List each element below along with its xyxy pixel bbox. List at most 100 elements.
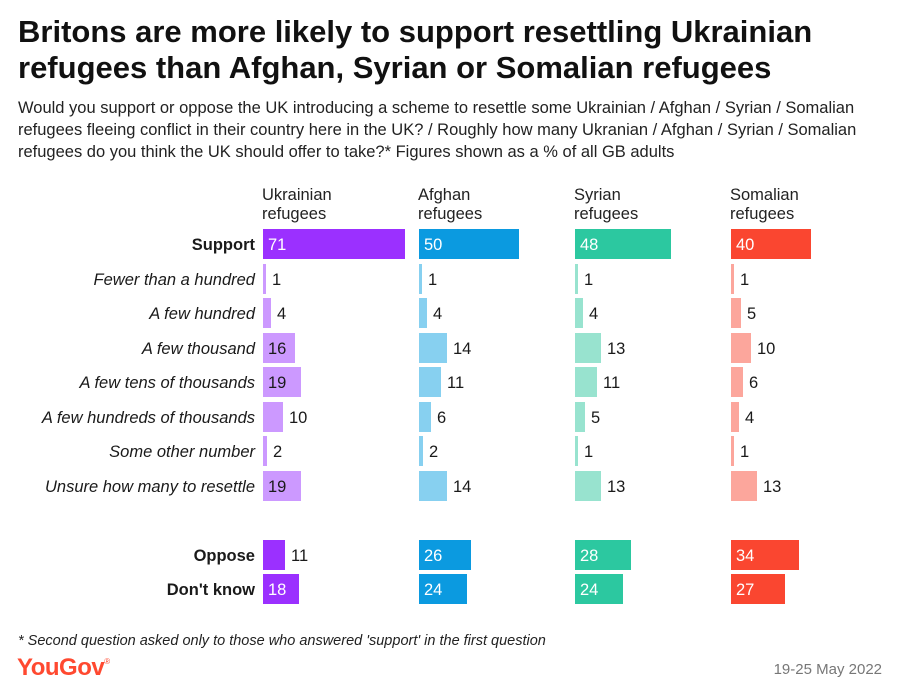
series-header-syrian-refugees-line-2: refugees	[574, 205, 638, 223]
value-label-somalian-refugees-fewer-than-a-hundred: 1	[740, 271, 749, 289]
bar-syrian-refugees-oppose	[575, 540, 631, 570]
value-label-afghan-refugees-a-few-hundred: 4	[433, 305, 442, 323]
value-label-somalian-refugees-some-other-number: 1	[740, 443, 749, 461]
bar-ukrainian-refugees-a-few-hundreds-of-thousands	[263, 402, 283, 432]
value-label-syrian-refugees-a-few-tens-of-thousands: 11	[603, 374, 620, 392]
category-label-unsure-how-many-to-resettle: Unsure how many to resettle	[45, 478, 255, 496]
survey-date: 19-25 May 2022	[773, 661, 882, 678]
series-header-somalian-refugees-line-2: refugees	[730, 205, 794, 223]
series-header-afghan-refugees-line-2: refugees	[418, 205, 482, 223]
bar-afghan-refugees-some-other-number	[419, 436, 423, 466]
value-label-somalian-refugees-a-few-hundred: 5	[747, 305, 756, 323]
value-label-ukrainian-refugees-a-few-hundred: 4	[277, 305, 286, 323]
value-label-ukrainian-refugees-a-few-tens-of-thousands: 19	[268, 374, 286, 392]
value-label-ukrainian-refugees-unsure-how-many-to-resettle: 19	[268, 478, 286, 496]
value-label-syrian-refugees-a-few-thousand: 13	[607, 340, 625, 358]
value-label-syrian-refugees-oppose: 28	[580, 547, 598, 565]
series-header-ukrainian-refugees-line-2: refugees	[262, 205, 326, 223]
bar-somalian-refugees-a-few-hundreds-of-thousands	[731, 402, 739, 432]
bar-ukrainian-refugees-fewer-than-a-hundred	[263, 264, 266, 294]
series-header-ukrainian-refugees-line-1: Ukrainian	[262, 186, 332, 204]
bar-somalian-refugees-some-other-number	[731, 436, 734, 466]
yougov-logo: YouGov®	[17, 654, 110, 682]
bar-ukrainian-refugees-a-few-hundred	[263, 298, 271, 328]
chart-area: Support Fewer than a hundred A few hundred…	[41, 186, 811, 604]
bar-syrian-refugees-fewer-than-a-hundred	[575, 264, 578, 294]
value-label-somalian-refugees-a-few-hundreds-of-thousands: 4	[745, 409, 754, 427]
bar-syrian-refugees-a-few-thousand	[575, 333, 601, 363]
chart-title: Britons are more likely to support reset…	[18, 14, 813, 85]
bar-somalian-refugees-a-few-hundred	[731, 298, 741, 328]
bar-somalian-refugees-a-few-tens-of-thousands	[731, 367, 743, 397]
value-label-ukrainian-refugees-don-t-know: 18	[268, 581, 286, 599]
value-label-ukrainian-refugees-oppose: 11	[291, 547, 308, 565]
value-label-ukrainian-refugees-a-few-hundreds-of-thousands: 10	[289, 409, 307, 427]
category-label-don-t-know: Don't know	[167, 581, 255, 599]
bar-ukrainian-refugees-support	[263, 229, 405, 259]
bar-afghan-refugees-a-few-hundreds-of-thousands	[419, 402, 431, 432]
bar-syrian-refugees-unsure-how-many-to-resettle	[575, 471, 601, 501]
value-label-somalian-refugees-unsure-how-many-to-resettle: 13	[763, 478, 781, 496]
value-label-syrian-refugees-fewer-than-a-hundred: 1	[584, 271, 593, 289]
category-label-a-few-hundreds-of-thousands: A few hundreds of thousands	[41, 409, 255, 427]
value-label-somalian-refugees-oppose: 34	[736, 547, 754, 565]
bar-somalian-refugees-unsure-how-many-to-resettle	[731, 471, 757, 501]
chart-subtitle: Would you support or oppose the UK intro…	[18, 99, 857, 161]
value-label-afghan-refugees-fewer-than-a-hundred: 1	[428, 271, 437, 289]
bar-somalian-refugees-don-t-know	[731, 574, 785, 604]
value-label-ukrainian-refugees-fewer-than-a-hundred: 1	[272, 271, 281, 289]
bar-syrian-refugees-some-other-number	[575, 436, 578, 466]
bar-ukrainian-refugees-a-few-tens-of-thousands	[263, 367, 301, 397]
bar-syrian-refugees-a-few-tens-of-thousands	[575, 367, 597, 397]
value-label-afghan-refugees-don-t-know: 24	[424, 581, 442, 599]
value-label-afghan-refugees-oppose: 26	[424, 547, 442, 565]
bar-syrian-refugees-a-few-hundreds-of-thousands	[575, 402, 585, 432]
value-label-afghan-refugees-a-few-tens-of-thousands: 11	[447, 374, 464, 392]
bar-afghan-refugees-support	[419, 229, 519, 259]
bar-afghan-refugees-unsure-how-many-to-resettle	[419, 471, 447, 501]
bar-ukrainian-refugees-unsure-how-many-to-resettle	[263, 471, 301, 501]
category-label-a-few-hundred: A few hundred	[148, 305, 256, 323]
value-label-syrian-refugees-a-few-hundreds-of-thousands: 5	[591, 409, 600, 427]
bar-ukrainian-refugees-some-other-number	[263, 436, 267, 466]
value-label-ukrainian-refugees-support: 71	[268, 236, 286, 254]
value-label-somalian-refugees-a-few-thousand: 10	[757, 340, 775, 358]
value-label-somalian-refugees-don-t-know: 27	[736, 581, 754, 599]
value-label-syrian-refugees-some-other-number: 1	[584, 443, 593, 461]
bar-syrian-refugees-don-t-know	[575, 574, 623, 604]
category-label-support: Support	[192, 236, 256, 254]
bar-somalian-refugees-support	[731, 229, 811, 259]
bar-syrian-refugees-support	[575, 229, 671, 259]
value-label-somalian-refugees-support: 40	[736, 236, 754, 254]
bar-ukrainian-refugees-a-few-thousand	[263, 333, 295, 363]
value-label-afghan-refugees-support: 50	[424, 236, 442, 254]
bar-syrian-refugees-a-few-hundred	[575, 298, 583, 328]
bar-afghan-refugees-a-few-thousand	[419, 333, 447, 363]
bar-afghan-refugees-a-few-tens-of-thousands	[419, 367, 441, 397]
value-label-ukrainian-refugees-a-few-thousand: 16	[268, 340, 286, 358]
bar-afghan-refugees-oppose	[419, 540, 471, 570]
series-header-syrian-refugees-line-1: Syrian	[574, 186, 621, 204]
bar-afghan-refugees-don-t-know	[419, 574, 467, 604]
value-label-afghan-refugees-unsure-how-many-to-resettle: 14	[453, 478, 471, 496]
value-label-ukrainian-refugees-some-other-number: 2	[273, 443, 282, 461]
value-label-syrian-refugees-support: 48	[580, 236, 598, 254]
bar-somalian-refugees-a-few-thousand	[731, 333, 751, 363]
logo-text: YouGov	[17, 654, 105, 681]
bar-ukrainian-refugees-oppose	[263, 540, 285, 570]
series-header-afghan-refugees-line-1: Afghan	[418, 186, 470, 204]
value-label-afghan-refugees-a-few-hundreds-of-thousands: 6	[437, 409, 446, 427]
category-label-a-few-tens-of-thousands: A few tens of thousands	[79, 374, 256, 392]
footnote: * Second question asked only to those wh…	[18, 633, 546, 649]
bar-somalian-refugees-fewer-than-a-hundred	[731, 264, 734, 294]
registered-mark: ®	[104, 657, 110, 666]
value-label-somalian-refugees-a-few-tens-of-thousands: 6	[749, 374, 758, 392]
bar-afghan-refugees-fewer-than-a-hundred	[419, 264, 422, 294]
bar-ukrainian-refugees-don-t-know	[263, 574, 299, 604]
series-header-somalian-refugees-line-1: Somalian	[730, 186, 799, 204]
value-label-syrian-refugees-don-t-know: 24	[580, 581, 598, 599]
value-label-afghan-refugees-some-other-number: 2	[429, 443, 438, 461]
bar-somalian-refugees-oppose	[731, 540, 799, 570]
bar-afghan-refugees-a-few-hundred	[419, 298, 427, 328]
category-label-some-other-number: Some other number	[109, 443, 256, 461]
